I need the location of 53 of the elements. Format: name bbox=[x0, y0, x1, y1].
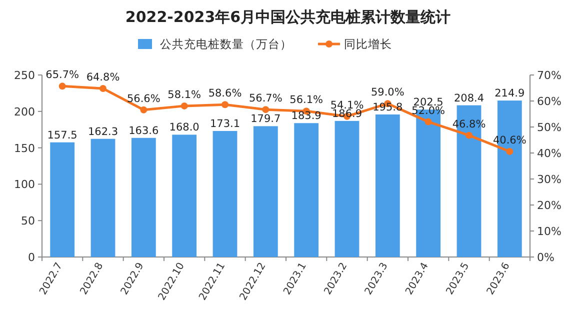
data-label: 65.7% bbox=[46, 69, 80, 82]
y-tick-label: 50 bbox=[21, 214, 35, 228]
point bbox=[58, 82, 66, 90]
data-label: 56.1% bbox=[290, 94, 324, 106]
point bbox=[506, 148, 514, 155]
data-label: 157.5 bbox=[47, 129, 78, 142]
legend-label: 同比增长 bbox=[344, 37, 392, 51]
point bbox=[180, 102, 188, 110]
bar bbox=[253, 126, 278, 257]
y-tick-label: 0 bbox=[28, 251, 35, 264]
bar bbox=[375, 114, 400, 257]
data-label: 186.9 bbox=[332, 108, 362, 120]
bar bbox=[90, 138, 116, 257]
data-label: 56.6% bbox=[126, 92, 160, 105]
y2-tick-label: 10% bbox=[537, 225, 562, 238]
legend-label: 公共充电桩数量（万台） bbox=[160, 37, 292, 51]
point bbox=[262, 106, 270, 114]
y2-tick-label: 50% bbox=[537, 121, 562, 134]
y2-tick-label: 40% bbox=[537, 147, 562, 160]
data-label: 162.3 bbox=[88, 126, 118, 138]
y-tick-label: 100 bbox=[14, 178, 35, 192]
bar bbox=[131, 138, 156, 257]
bar bbox=[172, 134, 197, 257]
y2-tick-label: 0% bbox=[537, 251, 554, 264]
data-label: 179.7 bbox=[250, 113, 281, 126]
data-label: 214.9 bbox=[494, 88, 525, 100]
y-tick-label: 200 bbox=[14, 105, 35, 118]
y-tick-label: 150 bbox=[14, 142, 35, 155]
y2-tick-label: 20% bbox=[537, 199, 562, 212]
data-label: 168.0 bbox=[169, 122, 200, 134]
bar bbox=[50, 142, 75, 257]
data-label: 59.0% bbox=[370, 86, 404, 99]
y-tick-label: 250 bbox=[14, 69, 35, 82]
point bbox=[222, 101, 228, 108]
y2-tick-label: 60% bbox=[537, 95, 562, 108]
point bbox=[466, 132, 472, 139]
y2-tick-label: 70% bbox=[537, 69, 562, 82]
chart-title: 2022-2023年6月中国公共充电桩累计数量统计 bbox=[125, 8, 451, 26]
data-label: 173.1 bbox=[210, 118, 240, 130]
bar bbox=[294, 123, 319, 257]
point bbox=[100, 85, 106, 92]
y2-tick-label: 30% bbox=[537, 173, 562, 186]
bar bbox=[212, 130, 238, 257]
data-label: 56.7% bbox=[248, 92, 282, 105]
data-label: 58.1% bbox=[168, 88, 202, 101]
data-label: 58.6% bbox=[208, 88, 242, 100]
data-label: 64.8% bbox=[86, 72, 120, 84]
data-label: 208.4 bbox=[454, 92, 484, 104]
bar bbox=[334, 120, 360, 257]
point bbox=[424, 118, 432, 126]
data-label: 183.9 bbox=[291, 110, 322, 122]
point bbox=[140, 106, 148, 114]
data-label: 163.6 bbox=[128, 124, 160, 137]
